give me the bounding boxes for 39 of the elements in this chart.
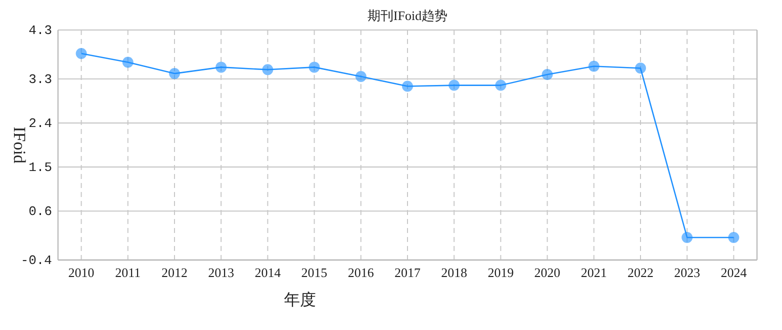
x-tick-label: 2024 (720, 265, 748, 280)
y-tick-label: 0.6 (28, 204, 52, 220)
point (635, 62, 646, 74)
x-tick-label: 2018 (441, 265, 468, 280)
point (76, 48, 87, 59)
x-tick-label: 2023 (674, 265, 700, 280)
x-tick-label: 2020 (534, 265, 560, 280)
y-tick-label: 2.4 (28, 116, 52, 131)
x-tick-label: 2012 (162, 265, 188, 280)
x-tick-label: 2013 (208, 265, 234, 280)
x-tick-label: 2014 (254, 265, 282, 280)
y-tick-label: -0.4 (20, 253, 52, 268)
x-tick-label: 2022 (628, 265, 654, 280)
x-tick-label: 2011 (115, 265, 141, 280)
x-tick-label: 2016 (348, 265, 374, 280)
point (216, 62, 227, 73)
point (262, 64, 274, 76)
y-axis-title: IFoid (10, 126, 29, 164)
point (122, 56, 134, 68)
point (588, 60, 600, 72)
point (355, 70, 366, 82)
y-tick-label: 1.5 (28, 160, 52, 176)
point (542, 69, 553, 80)
point (308, 62, 320, 73)
x-tick-label: 2019 (488, 265, 514, 280)
point (728, 232, 740, 243)
x-tick-label: 2015 (301, 265, 328, 280)
x-tick-label: 2017 (394, 265, 421, 280)
point (495, 80, 506, 91)
y-tick-label: 3.3 (28, 72, 52, 87)
point (402, 80, 413, 92)
x-tick-label: 2021 (580, 265, 607, 280)
point (448, 80, 460, 91)
x-axis-title: 年度 (284, 291, 316, 309)
chart-title: 期刊IFoid趋势 (367, 8, 448, 23)
point (169, 68, 180, 80)
point (682, 232, 693, 243)
y-tick-label: 4.3 (28, 23, 52, 38)
x-tick-label: 2010 (68, 265, 94, 280)
